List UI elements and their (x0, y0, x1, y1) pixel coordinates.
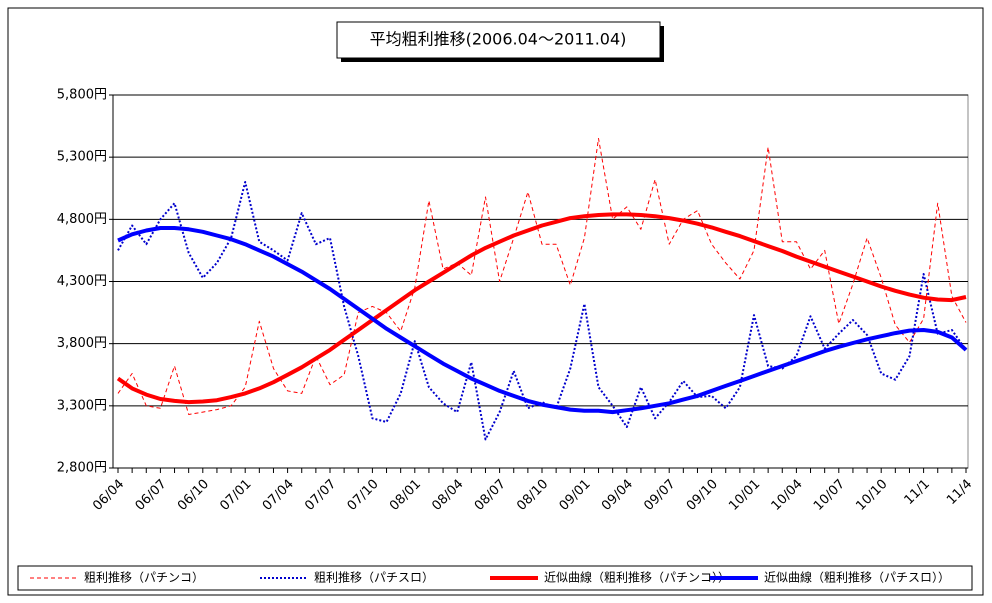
series-line (116, 212, 967, 405)
title-box (336, 21, 661, 59)
y-tick-label: 5,800円 (57, 88, 107, 103)
y-tick-label: 3,800円 (57, 336, 107, 351)
legend-label: 近似曲線（粗利推移（パチスロ）） (764, 570, 950, 585)
legend-label: 近似曲線（粗利推移（パチンコ）） (544, 570, 730, 585)
series-line (117, 138, 967, 415)
y-tick-label: 5,300円 (57, 150, 107, 165)
y-tick-label: 4,300円 (57, 274, 107, 289)
chart-title: 平均粗利推移(2006.04～2011.04) (370, 30, 627, 49)
series-line (117, 226, 968, 415)
legend-label: 粗利推移（パチンコ） (84, 571, 204, 585)
y-tick-label: 2,800円 (57, 461, 107, 476)
y-tick-label: 4,800円 (57, 212, 107, 227)
series-line (117, 181, 967, 441)
y-tick-label: 3,300円 (57, 398, 107, 413)
legend-label: 粗利推移（パチスロ） (314, 571, 434, 585)
